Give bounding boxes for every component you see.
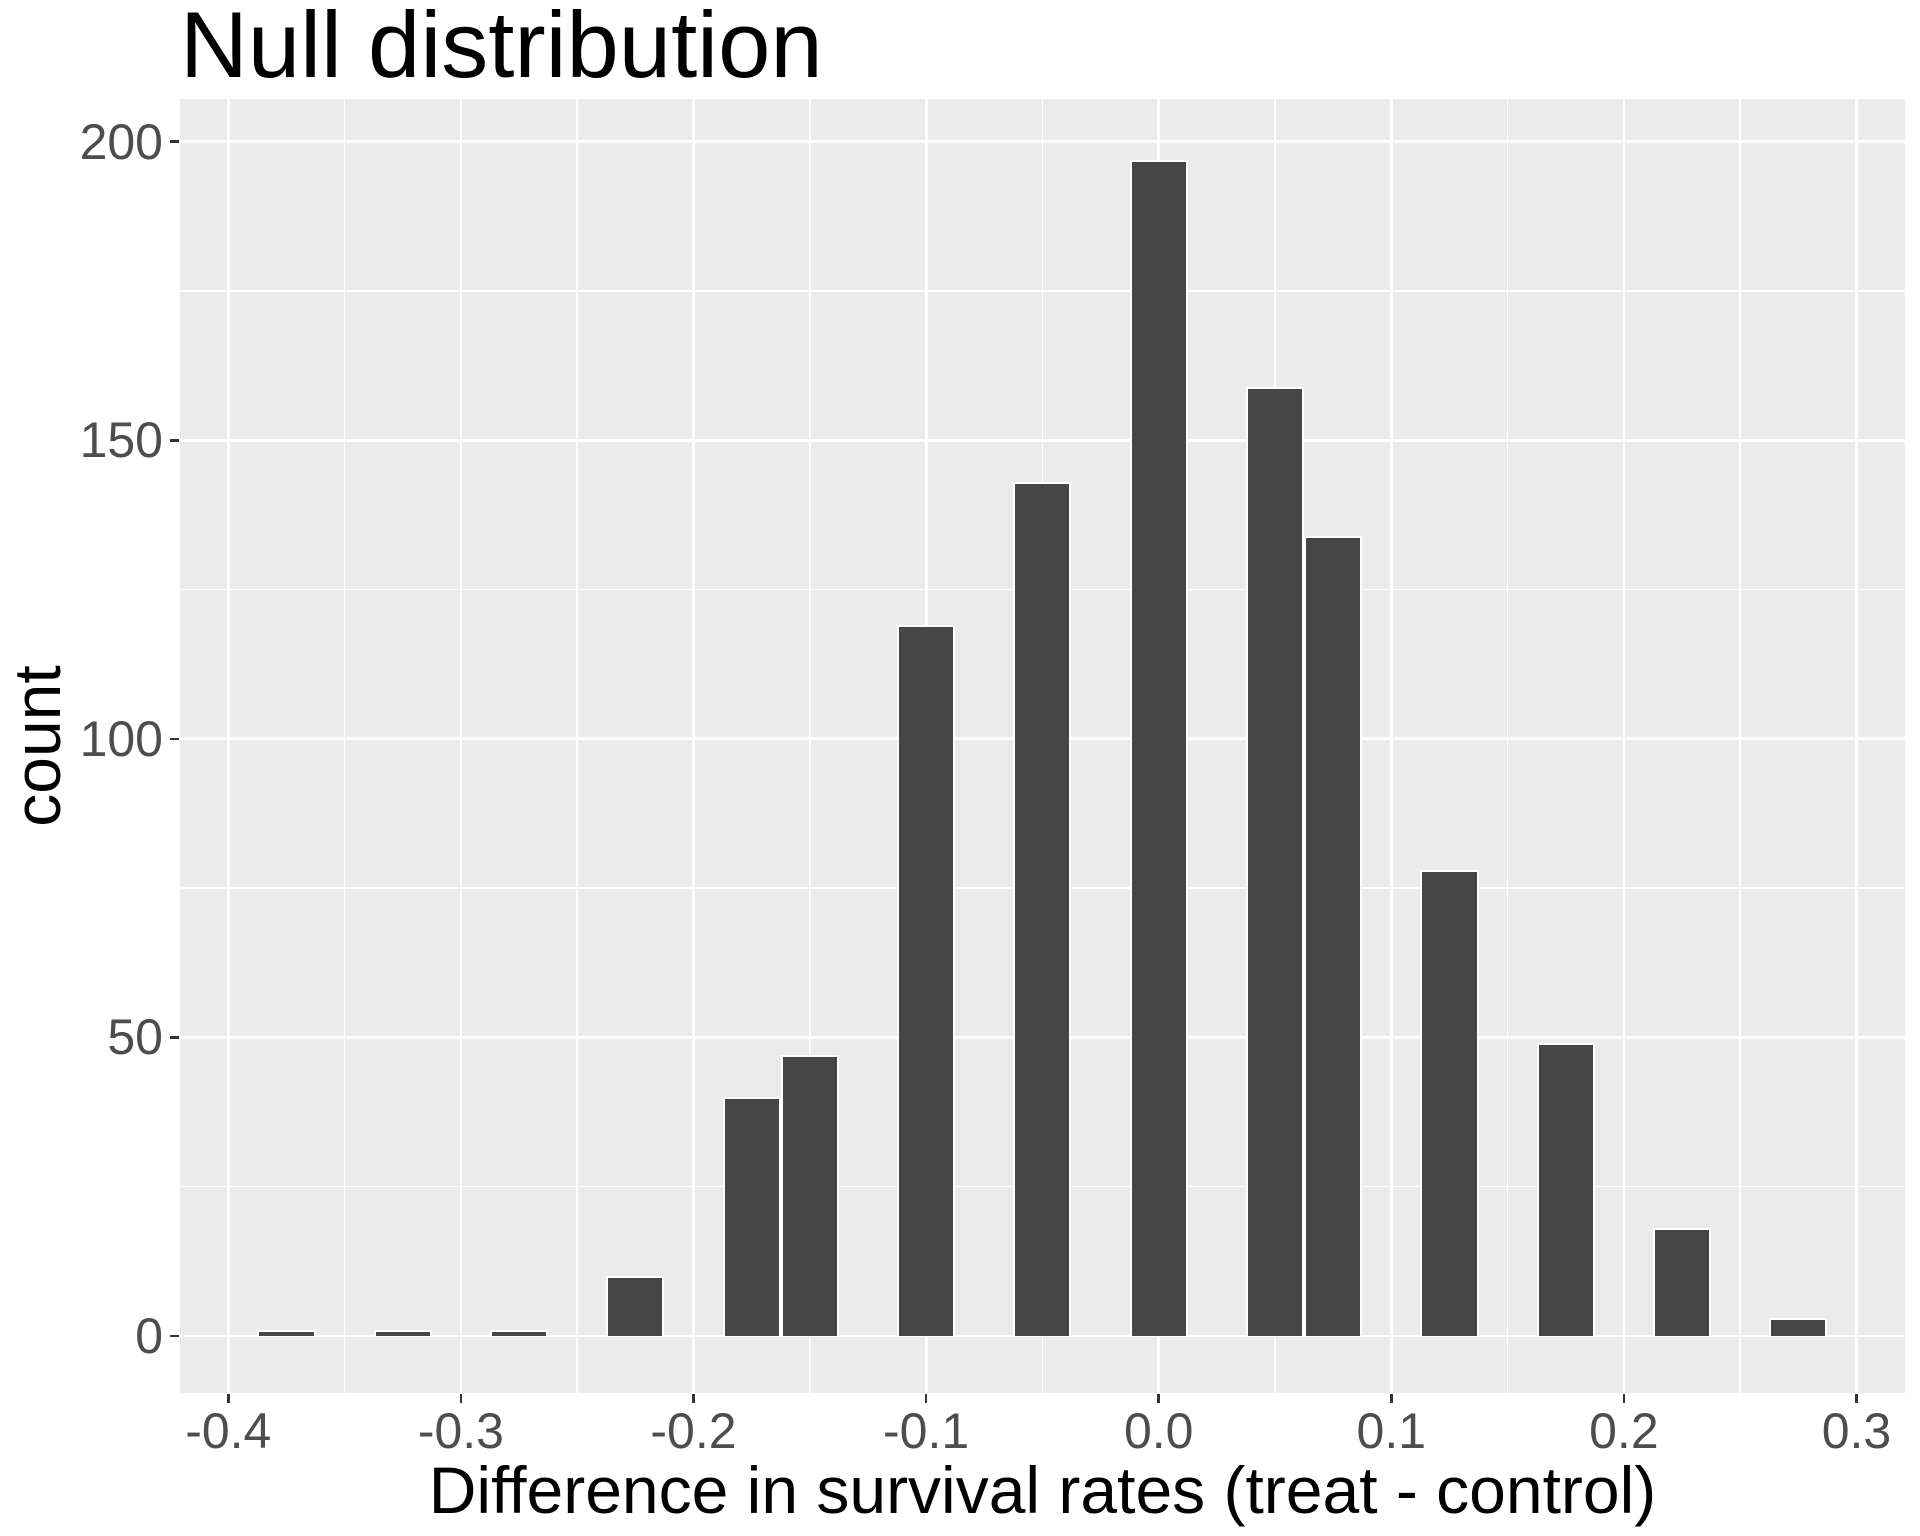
- histogram-bar: [897, 625, 956, 1336]
- histogram-bar: [722, 1097, 781, 1336]
- x-tick-mark: [692, 1394, 695, 1403]
- histogram-bar: [1420, 870, 1479, 1336]
- x-tick-mark: [227, 1394, 230, 1403]
- plot-panel: [180, 99, 1905, 1393]
- histogram-bar: [1013, 482, 1072, 1336]
- histogram-bar: [1304, 535, 1363, 1336]
- histogram-bar: [1129, 159, 1188, 1336]
- gridline-minor-x: [576, 99, 578, 1393]
- gridline-major-x: [226, 99, 230, 1393]
- x-tick-mark: [1157, 1394, 1160, 1403]
- histogram-bar: [1536, 1043, 1595, 1336]
- x-tick-label: -0.4: [185, 1403, 272, 1459]
- y-tick-label: 200: [79, 113, 163, 170]
- x-tick-label: 0.3: [1821, 1403, 1892, 1459]
- gridline-minor-x: [809, 99, 811, 1393]
- gridline-major-y: [180, 140, 1905, 144]
- gridline-major-x: [692, 99, 695, 1393]
- gridline-major-x: [1622, 99, 1626, 1393]
- y-tick-label: 0: [135, 1307, 163, 1364]
- gridline-major-x: [1389, 99, 1393, 1393]
- x-tick-label: 0.1: [1356, 1403, 1427, 1459]
- y-tick-label: 100: [79, 710, 163, 767]
- y-tick-label: 150: [79, 412, 163, 469]
- histogram-bar: [780, 1055, 839, 1336]
- y-tick-mark: [170, 1036, 179, 1039]
- x-tick-mark: [1390, 1394, 1393, 1403]
- histogram-bar: [257, 1330, 316, 1336]
- x-tick-label: 0.2: [1589, 1403, 1659, 1459]
- x-tick-label: 0.0: [1123, 1403, 1194, 1459]
- y-tick-mark: [170, 438, 179, 442]
- x-tick-mark: [1855, 1394, 1858, 1403]
- histogram-bar: [1652, 1228, 1712, 1336]
- x-tick-mark: [459, 1394, 463, 1403]
- histogram-bar: [1769, 1318, 1828, 1336]
- y-tick-label: 50: [107, 1009, 163, 1066]
- histogram-bar: [373, 1330, 432, 1336]
- x-tick-label: -0.3: [417, 1403, 504, 1459]
- y-axis-title: count: [0, 665, 74, 827]
- x-tick-label: -0.2: [650, 1403, 737, 1459]
- plot-title: Null distribution: [180, 0, 823, 97]
- gridline-minor-x: [343, 99, 346, 1393]
- histogram-bar: [1245, 386, 1305, 1336]
- gridline-minor-x: [1506, 99, 1509, 1393]
- y-tick-mark: [170, 140, 179, 143]
- gridline-major-y: [180, 438, 1905, 442]
- gridline-minor-x: [1739, 99, 1741, 1393]
- x-tick-mark: [924, 1394, 928, 1403]
- histogram-bar: [489, 1330, 549, 1336]
- y-tick-mark: [170, 737, 179, 741]
- gridline-major-x: [459, 99, 463, 1393]
- gridline-major-x: [1855, 99, 1858, 1393]
- x-tick-label: -0.1: [883, 1403, 970, 1459]
- y-tick-mark: [170, 1334, 179, 1338]
- x-tick-mark: [1622, 1394, 1626, 1403]
- x-axis-title: Difference in survival rates (treat - co…: [428, 1453, 1657, 1527]
- histogram-bar: [606, 1276, 665, 1336]
